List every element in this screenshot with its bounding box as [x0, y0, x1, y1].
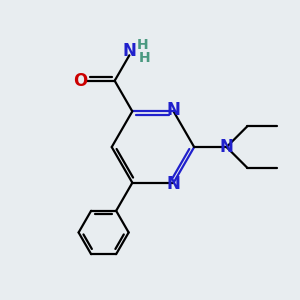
Text: N: N: [167, 101, 181, 119]
Text: N: N: [220, 138, 233, 156]
Text: H: H: [139, 51, 151, 65]
Text: O: O: [73, 72, 87, 90]
Text: H: H: [137, 38, 148, 52]
Text: N: N: [122, 42, 136, 60]
Text: N: N: [167, 175, 181, 193]
